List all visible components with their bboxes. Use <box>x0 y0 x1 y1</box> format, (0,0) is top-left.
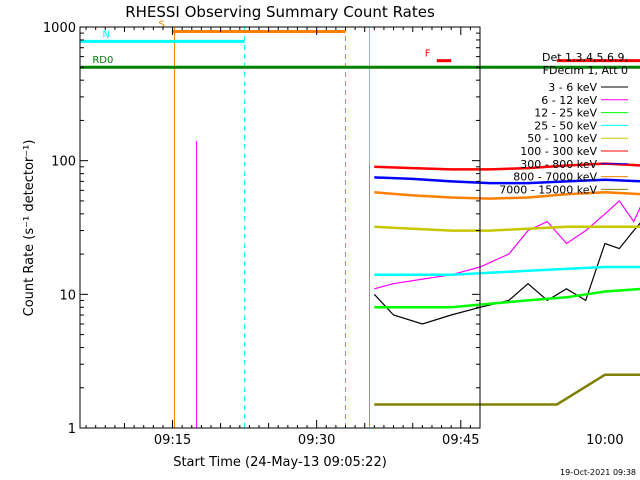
x-tick-label-0: 09:15 <box>154 433 191 448</box>
legend-label-7: 800 - 7000 keV <box>513 171 597 184</box>
plot-frame <box>79 26 481 429</box>
flag-label-2: F <box>425 49 431 60</box>
legend-label-3: 25 - 50 keV <box>534 119 597 132</box>
flag-label-1: N <box>102 29 109 40</box>
series-line-3 <box>374 265 640 277</box>
flag-bars: SNFRD0RD6 <box>80 20 640 428</box>
legend-label-0: 3 - 6 keV <box>548 81 597 94</box>
axes: 09:1509:3009:4510:0010:1510:3010:4511010… <box>43 21 624 448</box>
legend: Det 1,3,4,5,6,9,FDecim 1, Att 0 3 - 6 keV… <box>499 51 628 196</box>
legend-label-6: 300 - 800 keV <box>520 158 597 171</box>
series-line-5 <box>374 162 640 171</box>
x-tick-label-3: 10:00 <box>586 433 623 448</box>
series-line-4 <box>374 225 640 232</box>
legend-label-4: 50 - 100 keV <box>527 132 597 145</box>
y-tick-label-3: 1000 <box>43 21 76 36</box>
x-tick-label-1: 09:30 <box>298 433 335 448</box>
y-tick-label-0: 1 <box>68 422 76 437</box>
y-axis-title: Count Rate (s⁻¹ detector⁻¹) <box>22 140 37 317</box>
legend-header-0: Det 1,3,4,5,6,9, <box>542 51 628 64</box>
x-tick-label-2: 09:45 <box>442 433 479 448</box>
series-line-1 <box>374 199 640 290</box>
x-axis-title: Start Time (24-May-13 09:05:22) <box>173 455 387 470</box>
y-tick-label-2: 100 <box>51 155 76 170</box>
series-line-2 <box>374 287 640 309</box>
legend-header-1: FDecim 1, Att 0 <box>543 64 628 77</box>
series-line-7 <box>374 191 640 200</box>
legend-label-5: 100 - 300 keV <box>520 145 597 158</box>
series-line-8 <box>374 373 640 406</box>
y-tick-label-1: 10 <box>59 288 76 303</box>
legend-label-8: 7000 - 15000 keV <box>499 183 597 196</box>
series-line-6 <box>374 176 640 185</box>
flag-label-5: RD0 <box>92 55 113 66</box>
timestamp: 19-Oct-2021 09:38 <box>560 468 636 477</box>
legend-label-1: 6 - 12 keV <box>541 94 597 107</box>
chart-title: RHESSI Observing Summary Count Rates <box>125 3 435 21</box>
legend-label-2: 12 - 25 keV <box>534 107 597 120</box>
flag-label-0: S <box>159 20 165 31</box>
series-lines <box>196 141 640 428</box>
